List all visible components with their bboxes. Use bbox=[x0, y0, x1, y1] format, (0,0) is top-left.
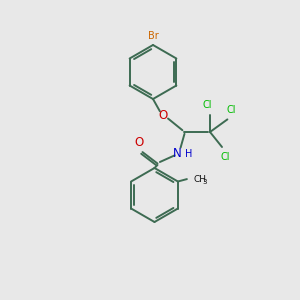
Text: H: H bbox=[185, 149, 193, 159]
Text: Cl: Cl bbox=[203, 100, 212, 110]
Text: Br: Br bbox=[148, 32, 158, 41]
Text: O: O bbox=[134, 136, 143, 149]
Text: CH: CH bbox=[194, 175, 206, 184]
Text: N: N bbox=[173, 146, 182, 160]
Text: 3: 3 bbox=[203, 178, 207, 184]
Text: Cl: Cl bbox=[227, 105, 236, 115]
Text: O: O bbox=[159, 109, 168, 122]
Text: Cl: Cl bbox=[220, 152, 230, 162]
